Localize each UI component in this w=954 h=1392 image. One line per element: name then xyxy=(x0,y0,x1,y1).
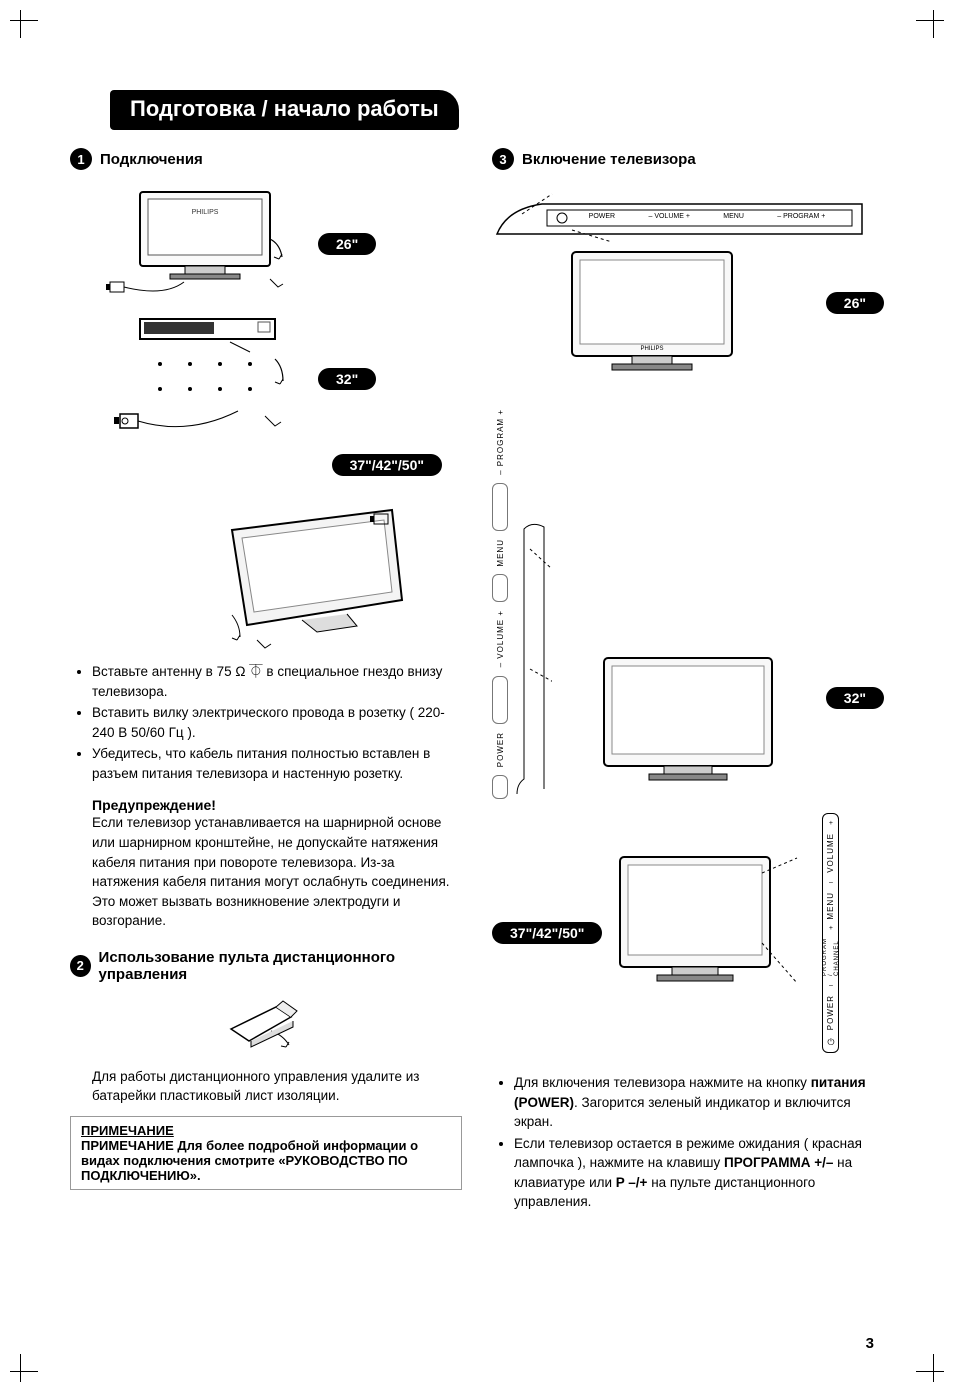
connection-bullets: Вставьте антенну в 75 Ω ⏁ в специальное … xyxy=(70,662,462,783)
note-box: ПРИМЕЧАНИЕ ПРИМЕЧАНИЕ Для более подробно… xyxy=(70,1116,462,1190)
size-badge-32-r: 32" xyxy=(826,687,884,709)
remote-diagram xyxy=(221,997,311,1057)
label-side-menu: MENU xyxy=(496,539,505,567)
page-title: Подготовка / начало работы xyxy=(110,90,459,130)
note-body: ПРИМЕЧАНИЕ Для более подробной информаци… xyxy=(81,1138,451,1183)
crop-mark xyxy=(20,1342,50,1372)
v-power: POWER xyxy=(826,995,835,1030)
step-number-2: 2 xyxy=(70,955,91,977)
crop-mark xyxy=(904,1342,934,1372)
power-on-bullets: Для включения телевизора нажмите на кноп… xyxy=(492,1073,884,1212)
size-badge-37-r: 37"/42"/50" xyxy=(492,922,602,944)
v-volume: VOLUME xyxy=(826,833,835,873)
page-number: 3 xyxy=(866,1335,874,1352)
tv-26-panel: POWER – VOLUME + MENU – PROGRAM + xyxy=(492,184,884,222)
section-3-head: 3 Включение телевизора xyxy=(492,148,884,170)
power-bullet-2: Если телевизор остается в режиме ожидани… xyxy=(514,1134,884,1212)
warning-head: Предупреждение! xyxy=(70,797,462,813)
step-number-3: 3 xyxy=(492,148,514,170)
v-menu: MENU xyxy=(826,892,835,920)
bullet-plug: Вставить вилку электрического провода в … xyxy=(92,703,462,742)
size-badge-26-r: 26" xyxy=(826,292,884,314)
section-1-head: 1 Подключения xyxy=(70,148,462,170)
tv-32-panel: – PROGRAM + MENU – VOLUME + POWER xyxy=(492,409,884,799)
v-prog: PROGRAM / CHANNEL xyxy=(822,938,840,976)
size-badge-37: 37"/42"/50" xyxy=(332,454,442,476)
remote-text: Для работы дистанционного управления уда… xyxy=(70,1067,462,1106)
crop-mark xyxy=(20,20,50,50)
step-number-1: 1 xyxy=(70,148,92,170)
label-volume: – VOLUME + xyxy=(648,213,689,220)
section-2-head: 2 Использование пульта дистанционного уп… xyxy=(70,949,462,983)
svg-text:PHILIPS: PHILIPS xyxy=(192,209,219,216)
tv-diagram-26: PHILIPS 26" xyxy=(70,184,462,304)
bullet-antenna: Вставьте антенну в 75 Ω ⏁ в специальное … xyxy=(92,662,462,701)
section-2-title: Использование пульта дистанционного упра… xyxy=(99,949,462,983)
bullet-cable: Убедитесь, что кабель питания полностью … xyxy=(92,744,462,783)
size-badge-32: 32" xyxy=(318,368,376,390)
power-bullet-1: Для включения телевизора нажмите на кноп… xyxy=(514,1073,884,1132)
section-3-title: Включение телевизора xyxy=(522,151,696,168)
crop-mark xyxy=(904,20,934,50)
tv-37-panel: 37"/42"/50" + VOLUME – MENU + PROGRAM / … xyxy=(492,813,884,1053)
note-title: ПРИМЕЧАНИЕ xyxy=(81,1123,451,1138)
label-menu: MENU xyxy=(723,213,744,220)
label-side-power: POWER xyxy=(496,732,505,767)
label-power: POWER xyxy=(589,213,615,220)
tv-diagram-32: 32" xyxy=(70,314,462,444)
label-side-volume: – VOLUME + xyxy=(496,610,505,667)
section-1-title: Подключения xyxy=(100,151,203,168)
size-badge-26: 26" xyxy=(318,233,376,255)
warning-body: Если телевизор устанавливается на шарнир… xyxy=(70,813,462,930)
tv-diagram-37: 37"/42"/50" xyxy=(70,454,462,650)
tv-26-front: PHILIPS xyxy=(492,242,812,397)
label-program: – PROGRAM + xyxy=(777,213,825,220)
label-side-program: – PROGRAM + xyxy=(496,409,505,475)
svg-text:PHILIPS: PHILIPS xyxy=(640,346,663,352)
